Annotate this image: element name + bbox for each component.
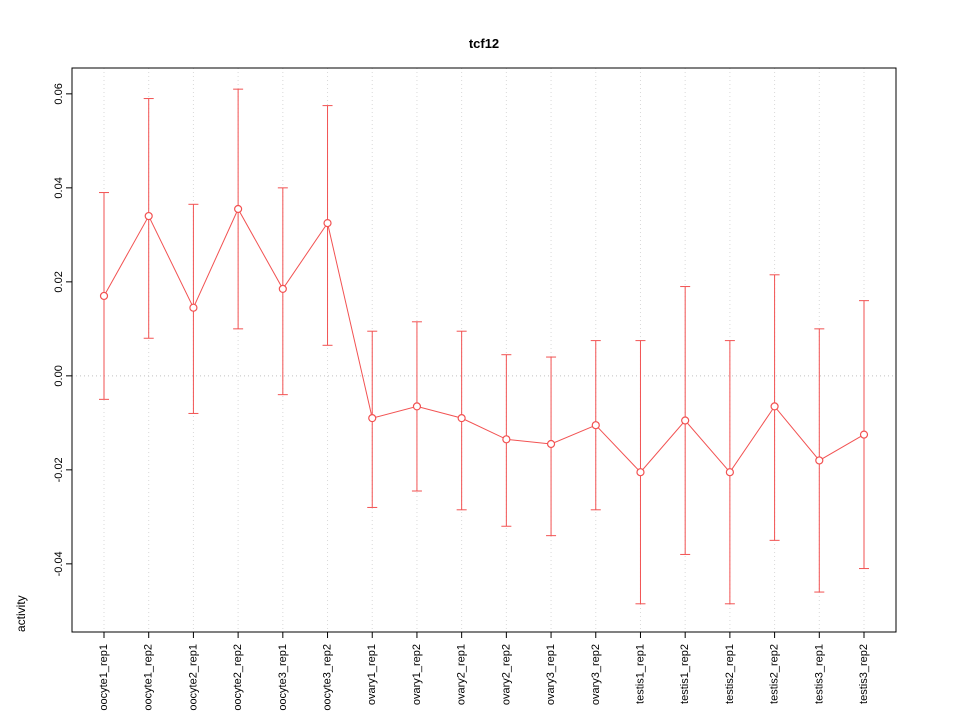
svg-text:testis1_rep1: testis1_rep1 xyxy=(634,644,646,704)
svg-text:ovary2_rep2: ovary2_rep2 xyxy=(500,644,512,705)
svg-text:testis3_rep1: testis3_rep1 xyxy=(813,644,825,704)
svg-text:oocyte2_rep1: oocyte2_rep1 xyxy=(187,644,199,711)
svg-text:0.04: 0.04 xyxy=(53,177,65,198)
svg-text:oocyte2_rep2: oocyte2_rep2 xyxy=(232,644,244,711)
svg-text:oocyte3_rep1: oocyte3_rep1 xyxy=(277,644,289,711)
svg-text:ovary1_rep2: ovary1_rep2 xyxy=(411,644,423,705)
svg-text:testis2_rep2: testis2_rep2 xyxy=(769,644,781,704)
svg-text:testis1_rep2: testis1_rep2 xyxy=(679,644,691,704)
svg-text:ovary2_rep1: ovary2_rep1 xyxy=(456,644,468,705)
chart-title: tcf12 xyxy=(468,36,500,51)
svg-text:ovary3_rep2: ovary3_rep2 xyxy=(590,644,602,705)
svg-text:oocyte1_rep1: oocyte1_rep1 xyxy=(98,644,110,711)
svg-text:testis3_rep2: testis3_rep2 xyxy=(858,644,870,704)
svg-text:0.02: 0.02 xyxy=(53,271,65,292)
svg-text:oocyte1_rep2: oocyte1_rep2 xyxy=(143,644,155,711)
svg-text:ovary1_rep1: ovary1_rep1 xyxy=(366,644,378,705)
svg-text:ovary3_rep1: ovary3_rep1 xyxy=(545,644,557,705)
svg-text:testis2_rep1: testis2_rep1 xyxy=(724,644,736,704)
svg-text:0.06: 0.06 xyxy=(53,83,65,104)
svg-text:0.00: 0.00 xyxy=(53,365,65,386)
svg-text:-0.04: -0.04 xyxy=(53,551,65,576)
svg-text:-0.02: -0.02 xyxy=(53,457,65,482)
svg-text:oocyte3_rep2: oocyte3_rep2 xyxy=(322,644,334,711)
